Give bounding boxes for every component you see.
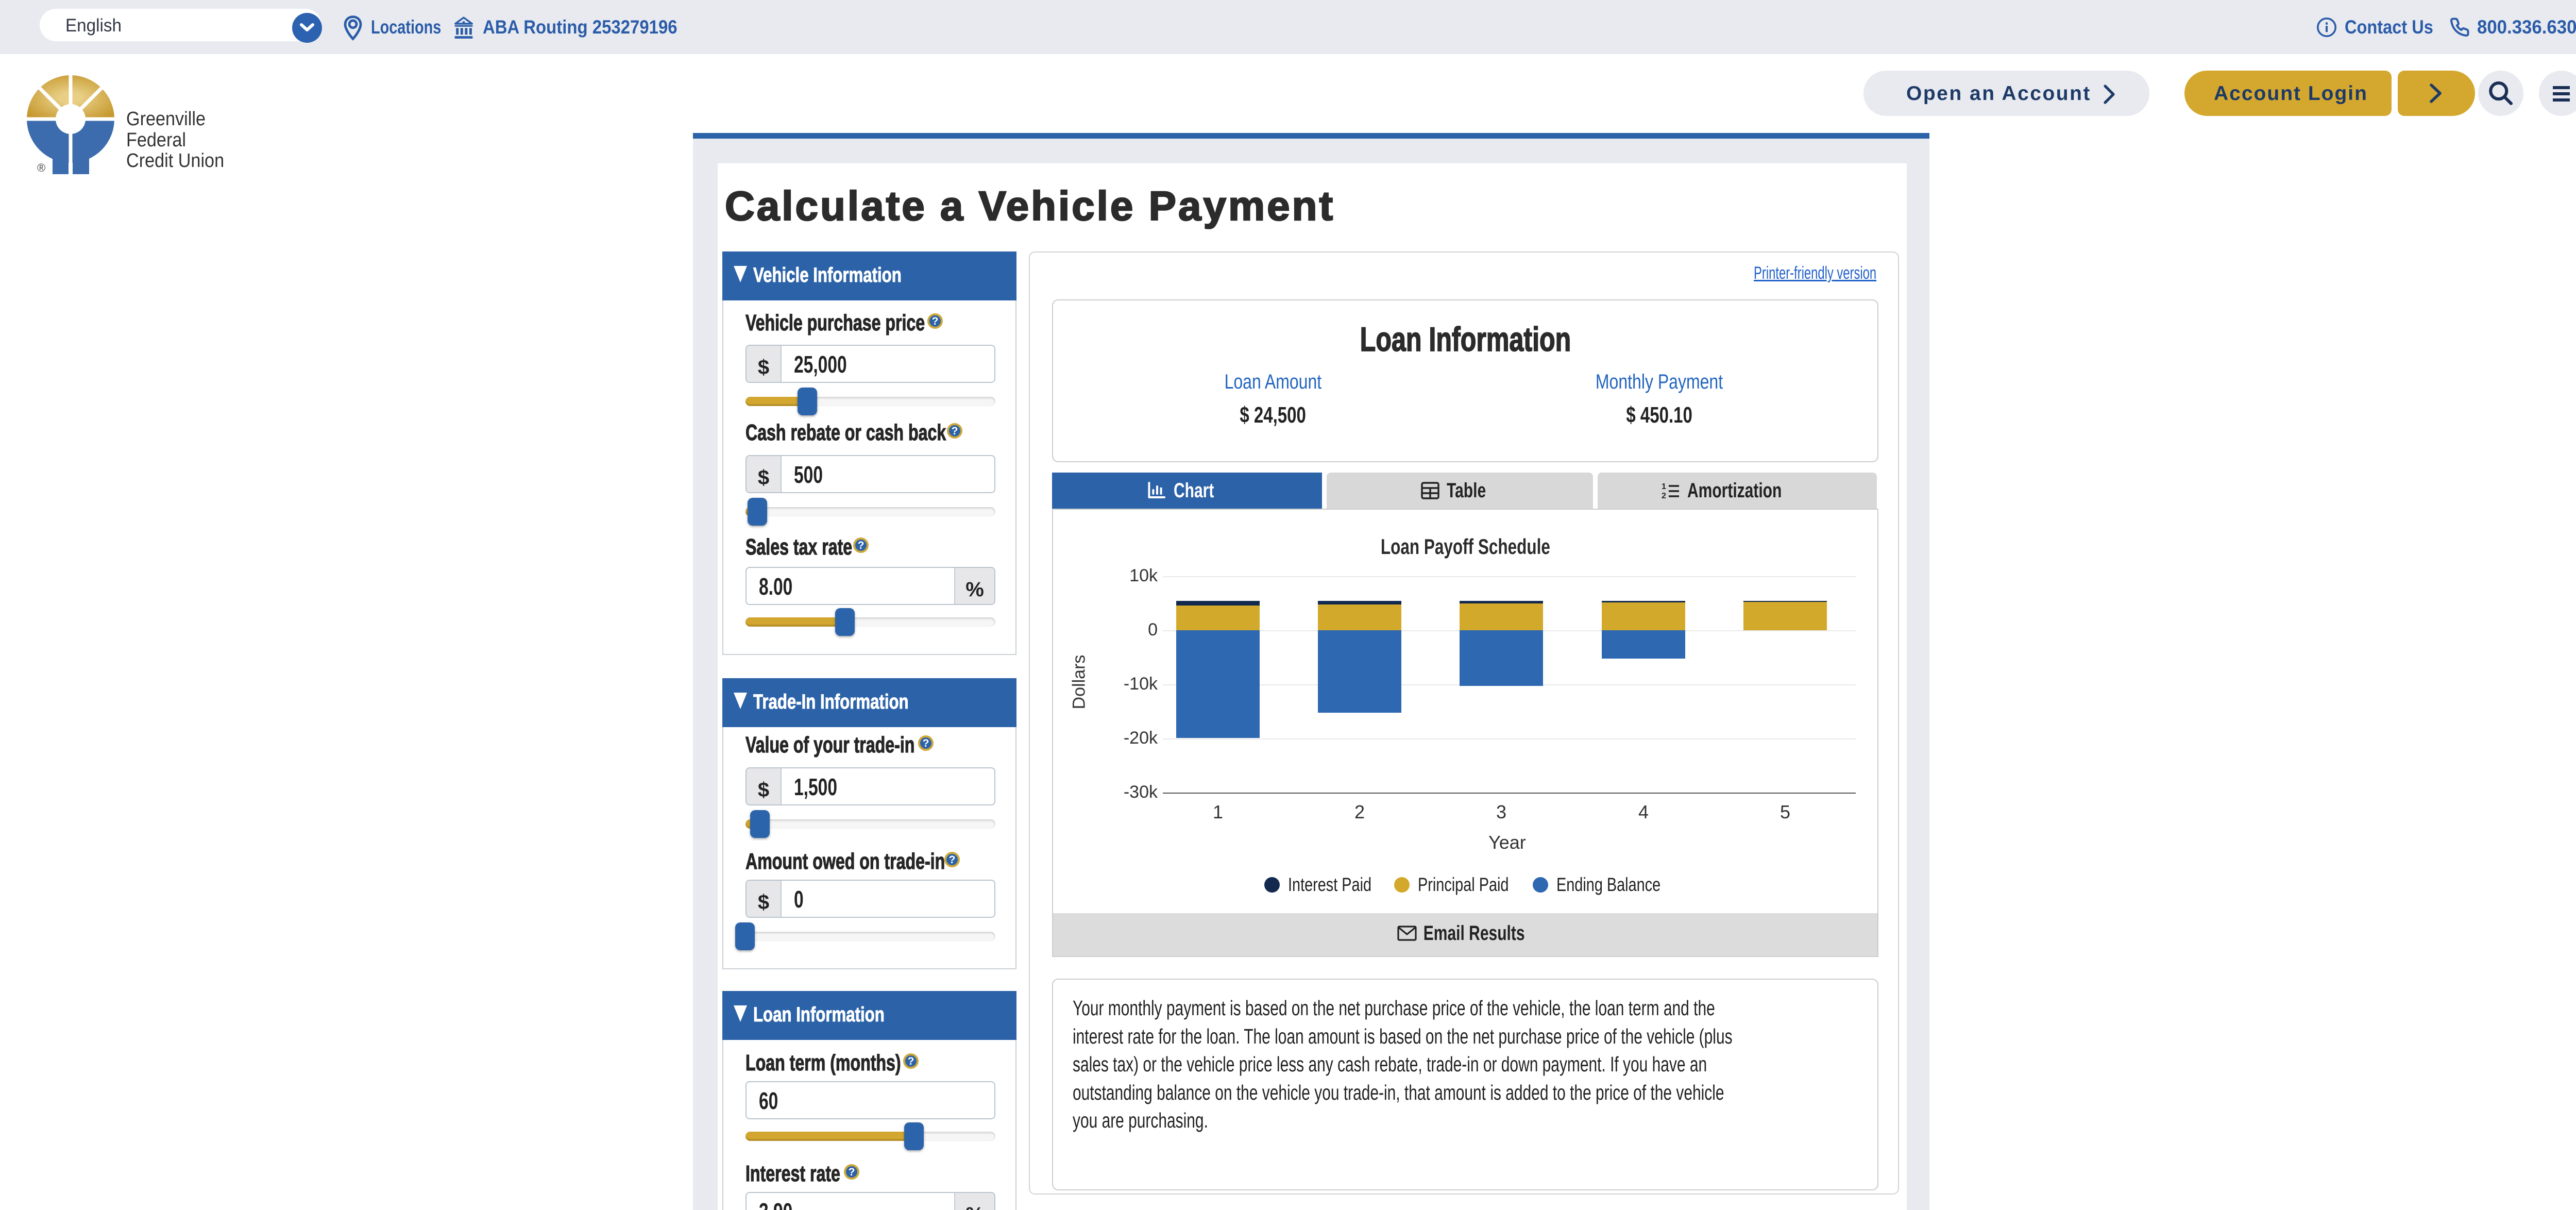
svg-text:2: 2 [1662, 492, 1666, 499]
svg-text:®: ® [37, 161, 45, 174]
svg-text:1: 1 [1662, 482, 1666, 491]
